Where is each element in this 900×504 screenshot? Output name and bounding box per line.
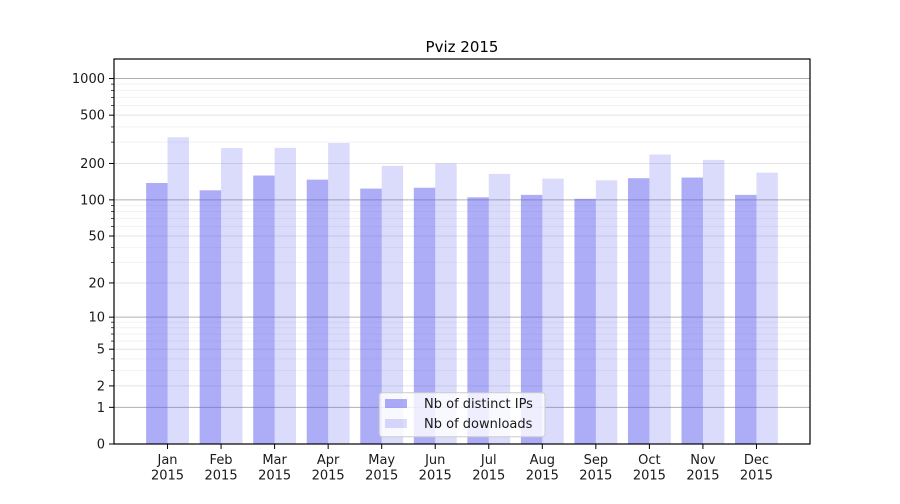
- x-tick-label-year: 2015: [686, 469, 719, 484]
- bar-downloads: [488, 173, 511, 444]
- legend-swatch-downloads: [385, 419, 407, 428]
- x-tick-label-year: 2015: [258, 469, 291, 484]
- x-tick-label-month: Mar: [262, 453, 287, 468]
- bar-distinct-ips: [253, 175, 275, 444]
- x-tick-label-year: 2015: [151, 469, 184, 484]
- legend-label-distinct-ips: Nb of distinct IPs: [424, 397, 533, 412]
- bar-distinct-ips: [360, 188, 382, 444]
- x-tick-label-month: Aug: [530, 453, 555, 468]
- y-tick-label: 0: [97, 438, 105, 453]
- bar-distinct-ips: [735, 194, 757, 444]
- x-tick-label-year: 2015: [740, 469, 773, 484]
- x-tick-label-year: 2015: [633, 469, 666, 484]
- x-tick-label-year: 2015: [526, 469, 559, 484]
- x-tick-label-month: Dec: [744, 453, 769, 468]
- y-tick-label: 10: [88, 311, 105, 326]
- legend-box: [378, 392, 546, 438]
- bar-distinct-ips: [574, 198, 596, 444]
- x-tick-label-month: Jun: [424, 453, 445, 468]
- bar-distinct-ips: [146, 182, 168, 444]
- bar-distinct-ips: [627, 178, 650, 444]
- y-tick-label: 1: [97, 401, 105, 416]
- x-tick-label-month: Jul: [480, 453, 497, 468]
- legend-label-downloads: Nb of downloads: [424, 417, 533, 432]
- bar-downloads: [649, 154, 671, 444]
- x-tick-label-year: 2015: [205, 469, 238, 484]
- bar-downloads: [328, 142, 350, 444]
- x-tick-label-month: Apr: [317, 453, 340, 468]
- y-tick-label: 500: [80, 109, 105, 124]
- bar-distinct-ips: [306, 179, 329, 445]
- y-tick-label: 100: [80, 193, 105, 208]
- legend-swatch-distinct-ips: [385, 399, 407, 408]
- bar-distinct-ips: [520, 194, 543, 444]
- bar-distinct-ips: [199, 190, 222, 444]
- bar-distinct-ips: [681, 177, 703, 444]
- legend: Nb of distinct IPs Nb of downloads: [378, 392, 546, 438]
- x-tick-label-month: Oct: [638, 453, 660, 468]
- y-tick-label: 200: [80, 157, 105, 172]
- x-tick-label-month: Jan: [157, 453, 178, 468]
- bar-downloads: [702, 159, 725, 444]
- bar-downloads: [542, 178, 564, 445]
- x-tick-label-month: Feb: [210, 453, 233, 468]
- bar-downloads: [221, 148, 243, 445]
- x-tick-label-year: 2015: [419, 469, 452, 484]
- y-tick-label: 50: [88, 230, 105, 245]
- bar-downloads: [756, 172, 778, 444]
- bar-downloads: [435, 163, 457, 445]
- y-tick-label: 20: [88, 276, 105, 291]
- y-tick-label: 5: [97, 343, 105, 358]
- bar-distinct-ips: [467, 197, 489, 444]
- x-tick-label-month: Nov: [690, 453, 716, 468]
- x-tick-label-year: 2015: [312, 469, 345, 484]
- bar-downloads: [595, 180, 618, 444]
- x-tick-label-year: 2015: [579, 469, 612, 484]
- bar-distinct-ips: [413, 187, 436, 444]
- x-tick-label-year: 2015: [365, 469, 398, 484]
- chart-title: Pviz 2015: [426, 38, 499, 56]
- x-tick-label-month: Sep: [584, 453, 609, 468]
- plot-border: [113, 58, 811, 445]
- bar-downloads: [381, 165, 404, 444]
- bar-downloads: [167, 137, 189, 444]
- x-tick-label-year: 2015: [472, 469, 505, 484]
- y-tick-label: 2: [97, 379, 105, 394]
- bar-downloads: [274, 147, 297, 444]
- x-tick-label-month: May: [368, 453, 395, 468]
- y-tick-label: 1000: [72, 72, 105, 87]
